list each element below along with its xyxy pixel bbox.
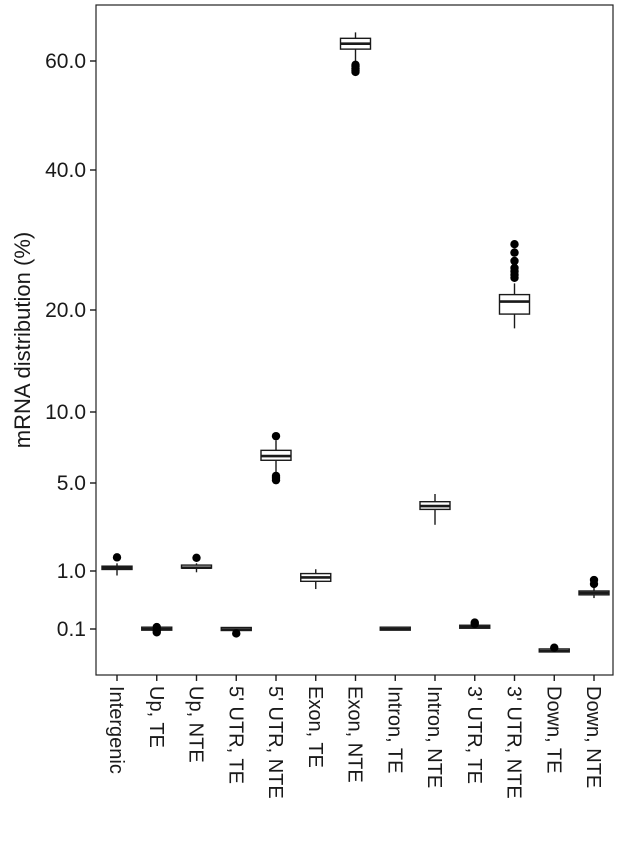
y-tick-label: 1.0 <box>57 560 86 583</box>
x-category-label: Exon, NTE <box>344 686 366 783</box>
outlier-point <box>271 471 281 481</box>
x-category-label: 3' UTR, TE <box>463 686 485 784</box>
outlier-point <box>112 553 122 562</box>
y-tick-label: 5.0 <box>57 472 86 495</box>
box-group <box>538 643 570 653</box>
x-category-label: Intergenic <box>105 686 127 774</box>
x-category-label: Intron, TE <box>383 686 405 773</box>
box-group <box>101 553 133 576</box>
plot-frame <box>95 4 614 676</box>
x-category-label: Up, NTE <box>185 686 207 763</box>
box-group <box>180 553 213 573</box>
y-tick-label: 40.0 <box>45 159 86 182</box>
y-axis: 0.1 1.0 5.0 10.0 20.0 40.0 60.0 <box>45 50 96 641</box>
x-category-label: 5' UTR, NTE <box>264 686 286 799</box>
outlier-point <box>550 643 559 652</box>
x-axis: Intergenic Up, TE Up, NTE 5' UTR, TE 5' UTR,… <box>105 675 604 799</box>
y-tick-label: 20.0 <box>45 299 86 322</box>
x-category-label: Down, TE <box>542 686 564 773</box>
box-group <box>419 494 451 525</box>
outlier-point <box>351 60 360 70</box>
x-category-label: 3' UTR, NTE <box>503 686 525 799</box>
outlier-point <box>510 263 519 273</box>
box-iqr <box>498 293 531 315</box>
y-tick-label: 60.0 <box>45 50 86 73</box>
outlier-point <box>510 240 519 249</box>
x-category-label: 5' UTR, TE <box>224 686 246 784</box>
x-category-label: Intron, NTE <box>423 686 445 788</box>
box-group <box>339 32 372 77</box>
box-group <box>220 626 252 638</box>
x-category-label: Exon, TE <box>304 686 326 768</box>
y-axis-title: mRNA distribution (%) <box>10 232 35 448</box>
y-tick-label: 10.0 <box>45 401 86 424</box>
outlier-point <box>271 431 281 441</box>
outlier-point <box>232 629 241 638</box>
outlier-point <box>510 248 519 257</box>
box-group <box>300 569 332 590</box>
box-series <box>101 32 610 653</box>
box-group <box>260 431 292 485</box>
y-tick-label: 0.1 <box>57 618 86 641</box>
outlier-point <box>192 553 201 562</box>
outlier-point <box>589 575 599 585</box>
x-category-label: Up, TE <box>145 686 167 748</box>
box-group <box>459 618 491 629</box>
box-group <box>379 626 411 631</box>
box-group <box>498 240 531 329</box>
outlier-point <box>152 622 161 632</box>
outlier-point <box>470 618 479 627</box>
box-group <box>578 575 610 599</box>
x-category-label: Down, NTE <box>582 686 604 788</box>
box-group <box>141 622 173 637</box>
outlier-point <box>510 256 519 266</box>
